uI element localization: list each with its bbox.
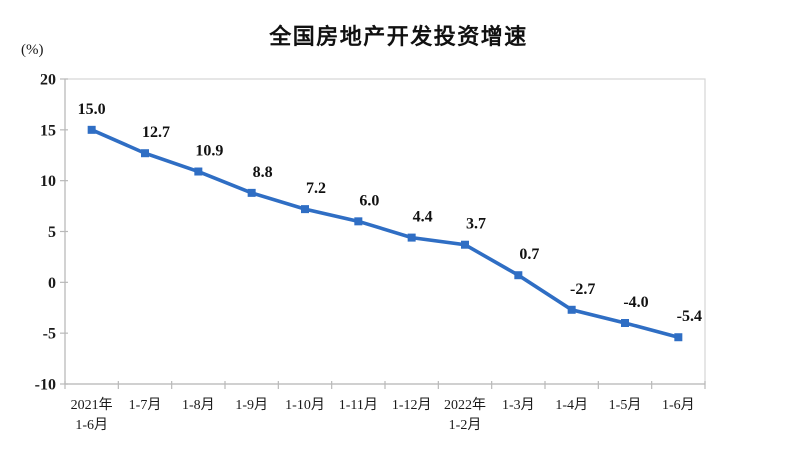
data-point-label: 6.0: [359, 192, 379, 209]
x-axis-label: 1-7月: [129, 397, 162, 413]
y-axis-unit-label: (%): [21, 42, 44, 58]
data-point-label: 12.7: [142, 124, 170, 141]
data-point-label: 8.8: [253, 164, 273, 181]
x-axis-label: 1-12月: [392, 397, 432, 413]
data-point-marker: [301, 205, 309, 214]
y-axis-tick-label: -10: [35, 377, 56, 394]
data-point-marker: [621, 319, 629, 327]
x-axis-label: 2022年: [444, 397, 486, 413]
y-axis-tick-label: 0: [48, 275, 56, 292]
data-point-label: 4.4: [413, 209, 433, 226]
x-axis-label: 1-11月: [339, 397, 378, 413]
data-point-label: 7.2: [306, 180, 326, 197]
x-axis-label: 1-2月: [449, 417, 482, 433]
x-axis-label: 1-5月: [609, 397, 642, 413]
data-point-marker: [141, 149, 149, 158]
y-axis-tick-label: -5: [43, 326, 56, 343]
data-point-marker: [514, 271, 523, 280]
y-axis-tick-label: 5: [48, 224, 56, 241]
x-axis-label: 1-9月: [235, 397, 268, 413]
data-point-label: 15.0: [78, 101, 106, 118]
data-line: [90, 128, 679, 339]
data-point-label: -2.7: [570, 281, 595, 298]
x-axis-label: 1-8月: [182, 397, 215, 413]
chart-title: 全国房地产开发投资增速: [269, 24, 528, 49]
data-point-marker: [87, 125, 96, 134]
y-axis-tick-label: 10: [40, 173, 56, 190]
data-point-marker: [567, 305, 576, 314]
x-axis-label: 1-10月: [285, 397, 325, 413]
y-axis-tick-label: 20: [40, 72, 56, 89]
x-axis-label: 2021年: [71, 397, 113, 413]
y-axis-tick-label: 15: [40, 122, 56, 139]
data-point-label: -5.4: [677, 308, 702, 325]
x-axis-label: 1-3月: [502, 397, 535, 413]
data-point-marker: [194, 167, 203, 176]
data-point-label: 10.9: [195, 143, 223, 160]
data-point-label: 0.7: [519, 246, 539, 263]
data-point-label: -4.0: [623, 294, 648, 311]
data-point-marker: [407, 233, 416, 242]
data-point-label: 3.7: [466, 216, 486, 233]
data-point-marker: [247, 188, 256, 197]
data-point-marker: [461, 240, 469, 249]
data-point-marker: [354, 217, 363, 226]
x-axis-label: 1-4月: [555, 397, 588, 413]
data-point-marker: [674, 333, 683, 342]
x-axis-label: 1-6月: [662, 397, 695, 413]
x-axis-label: 1-6月: [75, 417, 108, 433]
